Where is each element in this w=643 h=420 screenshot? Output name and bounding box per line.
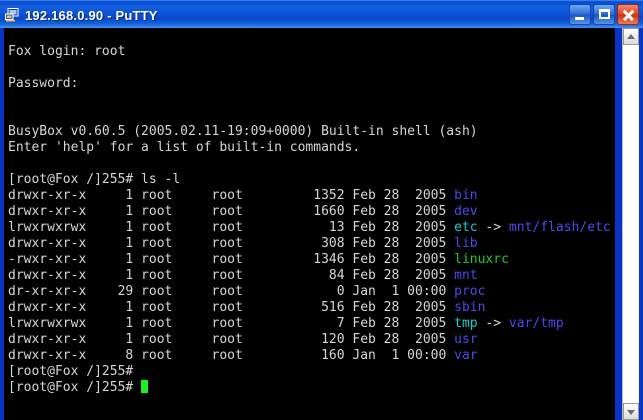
- terminal-listing-row: drwxr-xr-x 1 root root 1352 Feb 28 2005 …: [8, 188, 478, 203]
- window-titlebar[interactable]: 192.168.0.90 - PuTTY: [0, 0, 643, 29]
- terminal-blank-line: [8, 108, 611, 124]
- terminal-busybox-banner: BusyBox v0.60.5 (2005.02.11-19:09+0000) …: [8, 124, 478, 139]
- terminal-blank-line: [8, 156, 611, 172]
- minimize-button[interactable]: [569, 4, 591, 25]
- terminal-listing-row: lrwxrwxrwx 1 root root 7 Feb 28 2005 tmp…: [8, 316, 564, 331]
- scroll-down-arrow-icon: [627, 409, 635, 415]
- close-button[interactable]: [617, 4, 639, 25]
- terminal-login-line: Fox login: root: [8, 44, 126, 59]
- putty-terminal-icon: [5, 8, 19, 22]
- terminal-listing-row: dr-xr-xr-x 29 root root 0 Jan 1 00:00 pr…: [8, 284, 486, 299]
- terminal-listing-row: drwxr-xr-x 1 root root 120 Feb 28 2005 u…: [8, 332, 478, 347]
- terminal-listing-row: lrwxrwxrwx 1 root root 13 Feb 28 2005 et…: [8, 220, 611, 235]
- terminal-listing-row: drwxr-xr-x 1 root root 516 Feb 28 2005 s…: [8, 300, 486, 315]
- window-client-area: Fox login: root Password: BusyBox v0.60.5 …: [0, 28, 643, 420]
- terminal-blank-line: [8, 92, 611, 108]
- terminal-listing-row: drwxr-xr-x 1 root root 1660 Feb 28 2005 …: [8, 204, 478, 219]
- terminal-listing-row: drwxr-xr-x 1 root root 308 Feb 28 2005 l…: [8, 236, 478, 251]
- terminal-text-buffer: Fox login: root Password: BusyBox v0.60.5 …: [8, 28, 611, 396]
- terminal-prompt-line: [root@Fox /]255#: [8, 364, 134, 379]
- maximize-icon: [594, 5, 614, 24]
- terminal-screen[interactable]: Fox login: root Password: BusyBox v0.60.5 …: [4, 28, 615, 420]
- scroll-down-button[interactable]: [623, 403, 639, 420]
- terminal-blank-line: [8, 60, 611, 76]
- window-controls: [569, 4, 639, 25]
- terminal-cursor: [141, 380, 149, 393]
- terminal-active-prompt-line: [root@Fox /]255#: [8, 380, 611, 396]
- scrollbar-track[interactable]: [623, 45, 639, 403]
- terminal-listing-row: -rwxr-xr-x 1 root root 1346 Feb 28 2005 …: [8, 252, 509, 267]
- terminal-listing-row: drwxr-xr-x 1 root root 84 Feb 28 2005 mn…: [8, 268, 478, 283]
- scroll-up-button[interactable]: [623, 28, 639, 45]
- terminal-password-line: Password:: [8, 76, 79, 91]
- window-title: 192.168.0.90 - PuTTY: [25, 7, 158, 23]
- maximize-button[interactable]: [593, 4, 615, 25]
- close-icon: [618, 5, 638, 24]
- terminal-command-line: [root@Fox /]255# ls -l: [8, 172, 181, 187]
- terminal-scrollbar[interactable]: [622, 28, 639, 420]
- terminal-help-line: Enter 'help' for a list of built-in comm…: [8, 140, 361, 155]
- terminal-blank-line: [8, 28, 611, 44]
- minimize-icon: [570, 5, 590, 24]
- terminal-listing-row: drwxr-xr-x 8 root root 160 Jan 1 00:00 v…: [8, 348, 478, 363]
- scroll-up-arrow-icon: [627, 33, 635, 39]
